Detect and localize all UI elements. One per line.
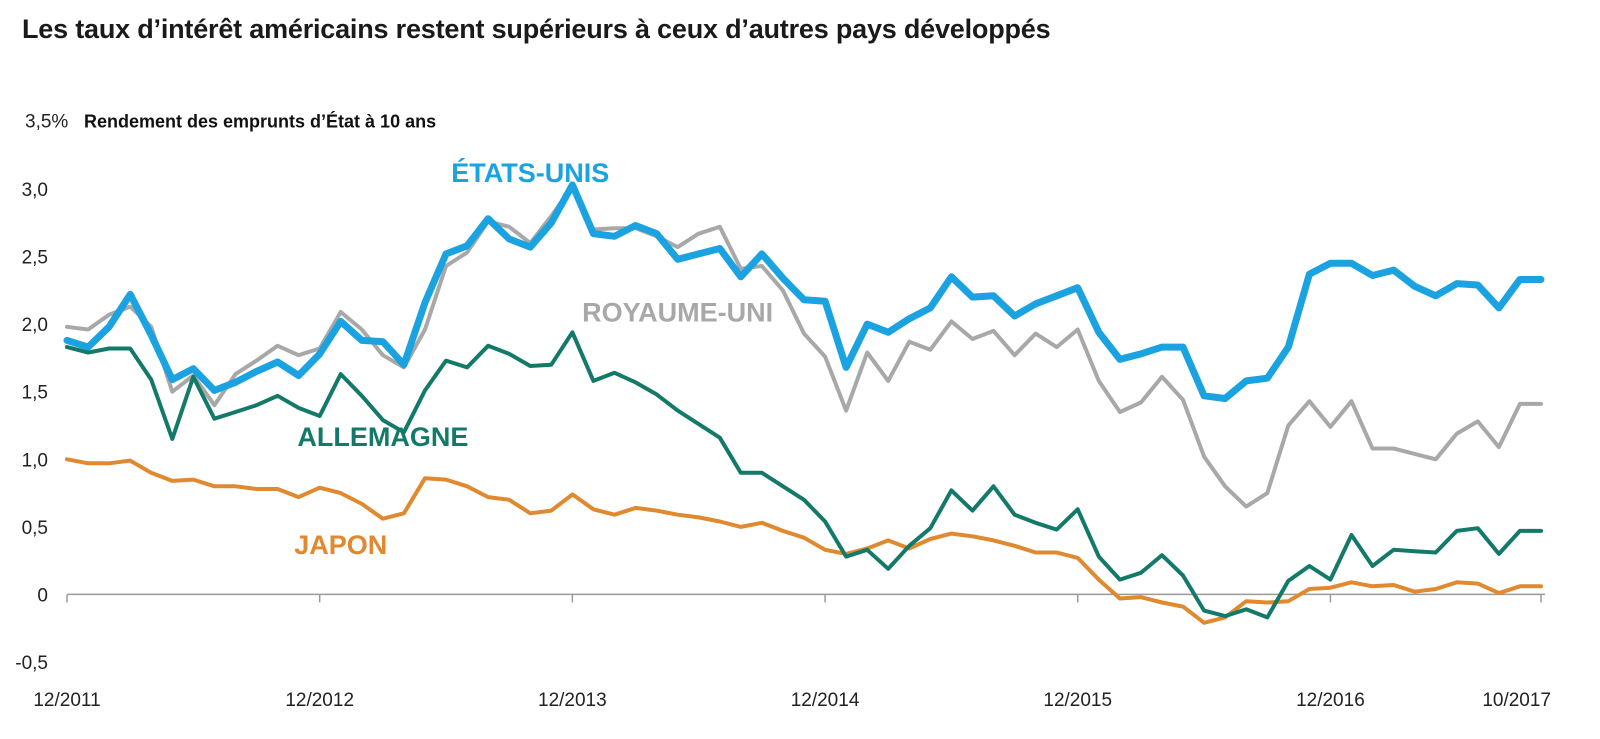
x-tick-label: 12/2016 <box>1296 690 1365 711</box>
series-lines <box>63 181 1545 625</box>
series-label-3: JAPON <box>294 530 387 560</box>
y-tick-label: 3,0 <box>22 180 48 201</box>
y-tick-label: 1,0 <box>22 450 48 471</box>
chart-title: Les taux d’intérêt américains restent su… <box>22 14 1051 44</box>
y-axis-title: Rendement des emprunts d’État à 10 ans <box>84 110 436 131</box>
series-line-2 <box>65 330 1543 620</box>
y-tick-label: 2,0 <box>22 315 48 336</box>
y-tick-label: 2,5 <box>22 248 48 269</box>
x-tick-label: 12/2012 <box>285 690 354 711</box>
y-top-label: 3,5% <box>25 111 68 132</box>
y-tick-label: 1,5 <box>22 383 48 404</box>
y-tick-label: -0,5 <box>15 653 48 674</box>
x-tick-label: 10/2017 <box>1482 690 1551 711</box>
series-line-1 <box>65 184 1543 509</box>
series-label-2: ALLEMAGNE <box>297 422 468 452</box>
series-labels: ÉTATS-UNIS ROYAUME-UNI ALLEMAGNE JAPON <box>294 157 773 560</box>
axes: 3,0 2,5 2,0 1,5 1,0 0,5 0 -0,5 3,5% Rendement des… <box>15 110 1551 711</box>
series-label-0: ÉTATS-UNIS <box>451 157 609 188</box>
y-tick-label: 0,5 <box>22 518 48 539</box>
x-tick-label: 12/2013 <box>538 690 607 711</box>
series-line-3 <box>65 457 1543 625</box>
series-line-0 <box>63 181 1545 402</box>
series-label-1: ROYAUME-UNI <box>582 297 773 327</box>
x-tick-label: 12/2014 <box>791 690 860 711</box>
y-tick-label: 0 <box>37 585 48 606</box>
x-tick-label: 12/2015 <box>1043 690 1112 711</box>
x-tick-label: 12/2011 <box>33 690 100 711</box>
